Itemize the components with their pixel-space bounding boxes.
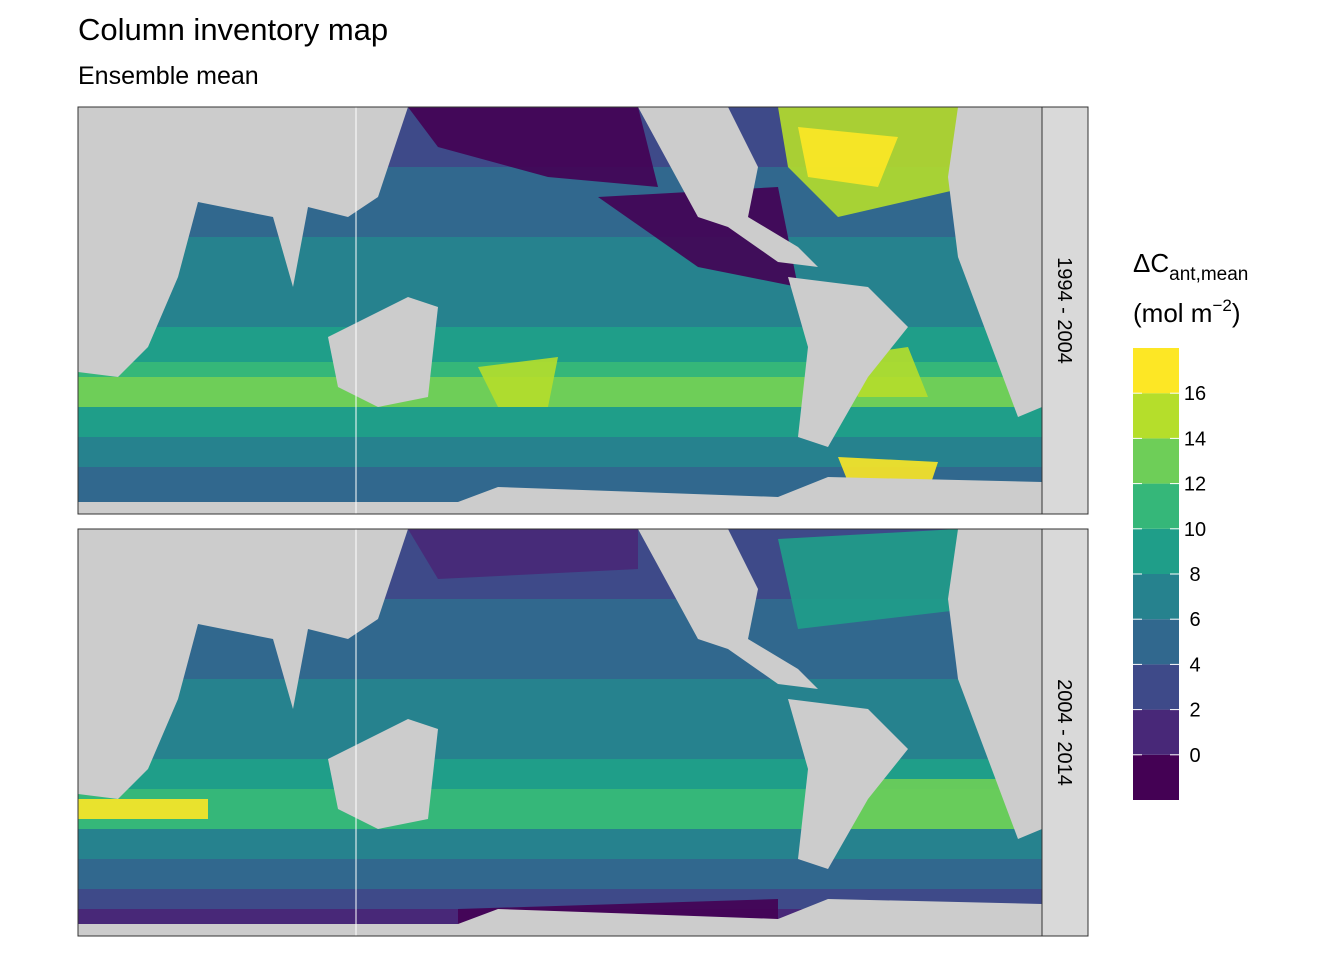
title: Column inventory map xyxy=(78,12,388,47)
legend-bin xyxy=(1133,348,1179,394)
ocean-feature xyxy=(778,529,968,629)
ocean-band xyxy=(78,237,1042,327)
land xyxy=(78,107,408,377)
land xyxy=(948,529,1042,839)
legend-tick-label: 16 xyxy=(1184,383,1206,405)
legend-title: ΔCant,mean xyxy=(1133,248,1248,285)
legend-tick-label: 8 xyxy=(1189,564,1200,586)
land xyxy=(788,699,908,869)
legend-bin xyxy=(1133,438,1179,484)
ocean-feature xyxy=(478,357,558,407)
legend-bin xyxy=(1133,619,1179,665)
legend-bin xyxy=(1133,483,1179,529)
facet-strip xyxy=(1041,528,1089,937)
land xyxy=(78,529,408,799)
ocean-feature xyxy=(408,529,638,579)
legend-tick-label: 12 xyxy=(1184,474,1206,496)
ocean-feature xyxy=(78,799,208,819)
land xyxy=(78,899,1042,936)
land xyxy=(78,477,1042,514)
facet-label: 1994 - 2004 xyxy=(1053,257,1075,364)
legend-bin xyxy=(1133,709,1179,755)
ocean-feature xyxy=(838,779,1038,829)
legend-tick-label: 2 xyxy=(1189,700,1200,722)
land xyxy=(638,529,818,689)
legend-bin xyxy=(1133,664,1179,710)
land xyxy=(788,277,908,447)
legend-bin xyxy=(1133,393,1179,439)
ocean-band xyxy=(78,362,1042,377)
legend-tick-label: 10 xyxy=(1184,519,1206,541)
facet-strip xyxy=(1041,106,1089,515)
ocean-band xyxy=(78,829,1042,859)
legend-tick-label: 14 xyxy=(1184,428,1206,450)
legend-bin xyxy=(1133,574,1179,620)
legend-unit: (mol m−2) xyxy=(1133,296,1241,328)
land xyxy=(948,107,1042,417)
legend-tick-label: 0 xyxy=(1189,745,1200,767)
legend-tick-label: 4 xyxy=(1189,654,1200,676)
map-panel xyxy=(78,107,1042,514)
subtitle: Ensemble mean xyxy=(78,62,259,90)
legend-bin xyxy=(1133,754,1179,800)
ocean-band xyxy=(78,407,1042,437)
ocean-band xyxy=(78,889,1042,909)
ocean-band xyxy=(78,859,1042,889)
legend-bin xyxy=(1133,528,1179,574)
ocean-feature xyxy=(798,127,898,187)
facet-label: 2004 - 2014 xyxy=(1053,679,1075,786)
legend-tick-label: 6 xyxy=(1189,609,1200,631)
ocean-feature xyxy=(408,107,658,187)
map-panel xyxy=(78,529,1042,936)
land xyxy=(638,107,818,267)
